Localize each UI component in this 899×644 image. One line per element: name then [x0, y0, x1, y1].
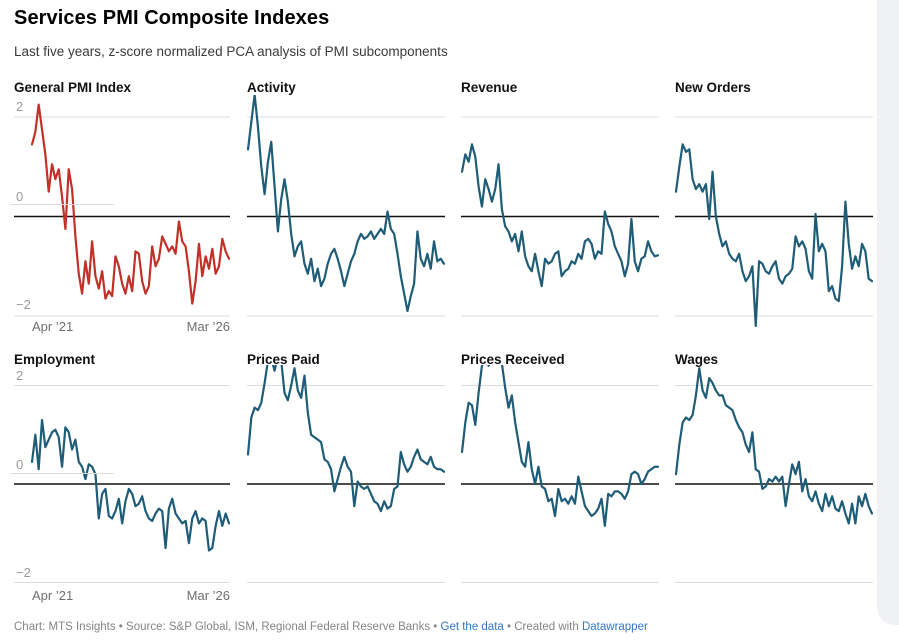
y-tick-label: 2: [16, 99, 24, 114]
y-tick-label: 0: [16, 189, 24, 204]
panel-new-orders: New Orders: [675, 80, 873, 335]
line-chart-general-pmi-index: [14, 103, 230, 317]
line-chart-prices-received: [461, 365, 659, 583]
y-tick-label: 0: [16, 457, 24, 472]
panel-activity: Activity: [247, 80, 445, 335]
page-subtitle: Last five years, z-score normalized PCA …: [14, 44, 448, 59]
line-chart-wages: [675, 367, 873, 583]
zero-tick-stub: [10, 204, 114, 205]
x-axis-label-end: Mar ’26: [186, 588, 230, 603]
panel-title: Wages: [675, 352, 719, 367]
x-axis-label-start: Apr ’21: [32, 588, 74, 603]
y-tick-label: −2: [16, 297, 31, 312]
panel-prices-received: Prices Received: [461, 352, 659, 607]
x-axis-label-start: Apr ’21: [32, 319, 74, 334]
panel-wages: Wages: [675, 352, 873, 607]
datawrapper-link[interactable]: Datawrapper: [581, 621, 648, 633]
panel-employment: Employment 2 0 −2 Apr ’21 Mar ’26: [10, 352, 230, 607]
panel-title: Revenue: [461, 80, 518, 95]
zero-tick-stub: [10, 473, 114, 474]
line-chart-new-orders: [675, 116, 873, 328]
line-chart-prices-paid: [247, 365, 445, 583]
get-the-data-link[interactable]: Get the data: [440, 621, 504, 633]
line-chart-revenue: [461, 116, 659, 317]
x-axis-label-end: Mar ’26: [186, 319, 230, 334]
line-chart-activity: [247, 95, 445, 317]
panel-title: Prices Paid: [247, 352, 320, 367]
y-tick-label: 2: [16, 368, 24, 383]
page-title: Services PMI Composite Indexes: [14, 7, 330, 29]
panel-revenue: Revenue: [461, 80, 659, 335]
panel-prices-paid: Prices Paid: [247, 352, 445, 607]
footer-text: • Created with: [503, 621, 582, 633]
panel-title: New Orders: [675, 80, 751, 95]
panel-title: General PMI Index: [14, 80, 132, 95]
panel-title: Prices Received: [461, 352, 565, 367]
page-background-edge: [877, 0, 899, 625]
panel-general-pmi-index: General PMI Index 2 0 −2 Apr ’21 Mar ’26: [10, 80, 230, 335]
panel-title: Activity: [247, 80, 296, 95]
panel-title: Employment: [14, 352, 96, 367]
attribution-footer: Chart: MTS Insights • Source: S&P Global…: [14, 621, 648, 633]
line-chart-employment: [14, 385, 230, 583]
y-tick-label: −2: [16, 565, 31, 580]
footer-text: Chart: MTS Insights • Source: S&P Global…: [14, 621, 441, 633]
